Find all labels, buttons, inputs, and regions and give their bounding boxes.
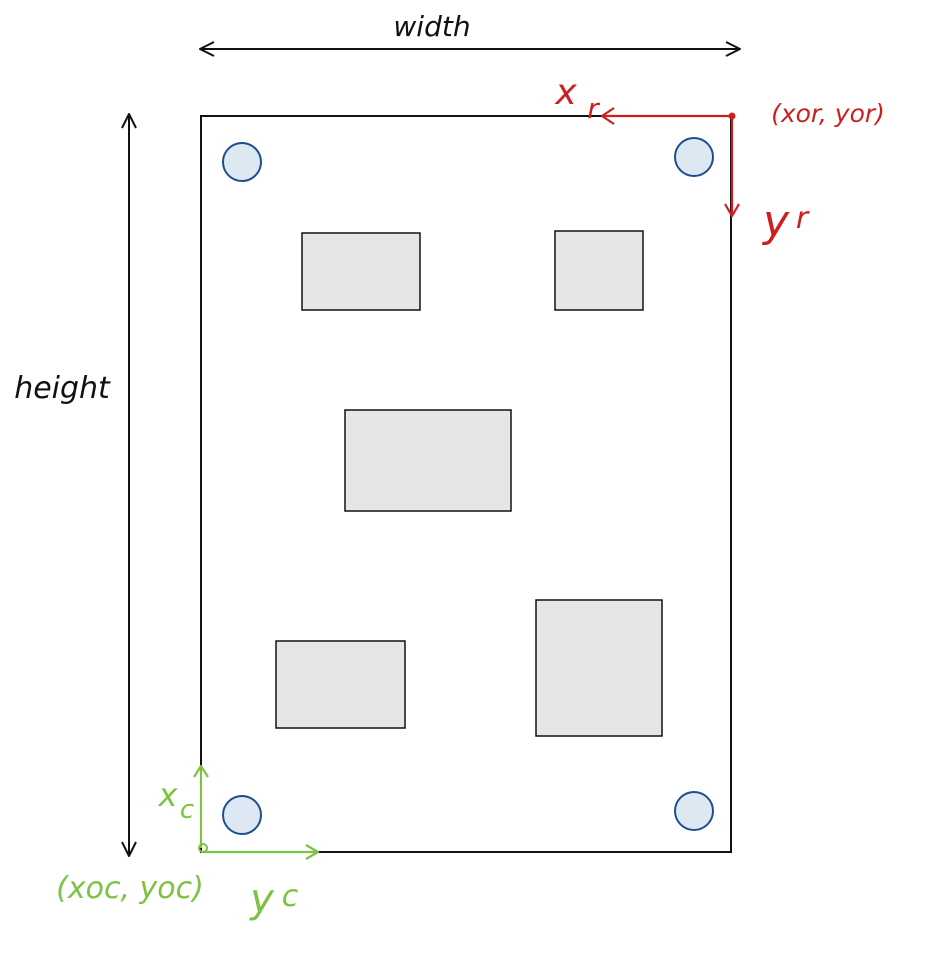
- height-dimension: height: [14, 113, 137, 857]
- width-dimension: width: [199, 10, 741, 57]
- component-top-right: [554, 230, 644, 311]
- component-top-left: [301, 232, 421, 311]
- robot-y-axis-subscript: r: [796, 201, 810, 236]
- camera-x-axis-subscript: c: [180, 795, 194, 825]
- robot-y-axis-arrowhead: [724, 203, 740, 218]
- camera-y-axis-label: y: [249, 876, 275, 922]
- circle-fiducial-icon: [674, 791, 714, 831]
- robot-x-axis-subscript: r: [587, 92, 600, 125]
- height-arrow-bottom-head: [121, 841, 137, 857]
- width-arrow-right-head: [725, 41, 741, 57]
- height-label: height: [14, 371, 111, 406]
- robot-frame: x r y r (xor, yor): [554, 72, 885, 247]
- camera-y-axis-subscript: c: [282, 879, 299, 914]
- camera-x-axis-arrowhead: [193, 764, 209, 778]
- width-arrow-left-head: [199, 41, 215, 57]
- component-bottom-left: [275, 640, 406, 729]
- camera-frame: x c (xoc, yoc) y c: [56, 764, 320, 922]
- robot-x-axis-label: x: [554, 72, 577, 113]
- robot-x-axis-arrowhead: [600, 107, 615, 125]
- camera-y-axis-arrowhead: [305, 844, 320, 860]
- camera-origin-dot: [198, 843, 208, 853]
- robot-origin-label: (xor, yor): [771, 99, 885, 128]
- height-arrow-top-head: [121, 113, 137, 129]
- camera-x-axis-label: x: [158, 776, 179, 814]
- component-bottom-right: [535, 599, 663, 737]
- robot-y-axis-label: y: [761, 196, 790, 247]
- width-label: width: [393, 10, 470, 43]
- camera-origin-label: (xoc, yoc): [56, 871, 204, 906]
- component-center: [344, 409, 512, 512]
- components: [275, 230, 663, 737]
- circle-fiducial-icon: [674, 137, 714, 177]
- corner-markers: [222, 137, 714, 835]
- robot-origin-dot: [728, 112, 736, 120]
- circle-fiducial-icon: [222, 795, 262, 835]
- circle-fiducial-icon: [222, 142, 262, 182]
